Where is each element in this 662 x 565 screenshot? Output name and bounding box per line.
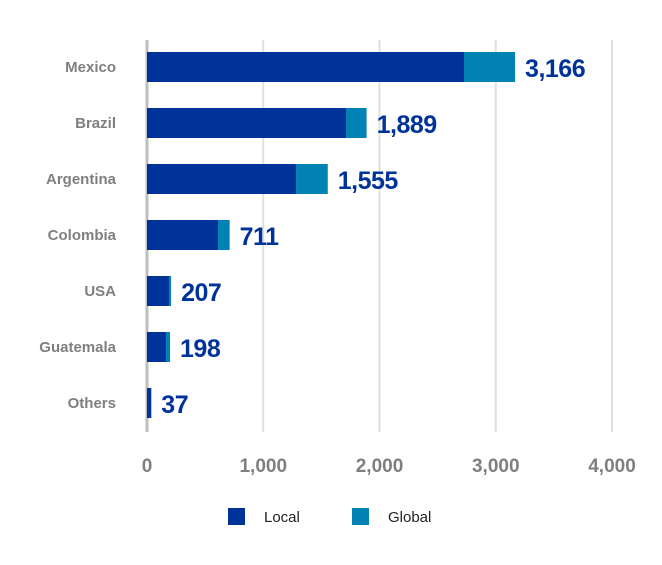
category-label: Guatemala: [39, 339, 116, 356]
total-label: 37: [161, 391, 188, 419]
total-label: 198: [180, 335, 221, 363]
legend-label: Local: [264, 509, 300, 526]
category-label: Others: [68, 395, 116, 412]
category-label: Brazil: [75, 115, 116, 132]
bar-segment-local: [147, 220, 219, 250]
bar-segment-local: [147, 164, 297, 194]
x-tick-label: 0: [142, 456, 153, 477]
category-label: USA: [84, 283, 116, 300]
x-tick-label: 4,000: [588, 456, 636, 477]
total-label: 3,166: [525, 55, 585, 83]
bar-segment-global: [165, 332, 171, 362]
legend-label: Global: [388, 509, 431, 526]
bar-segment-global: [168, 276, 172, 306]
x-tick-label: 3,000: [472, 456, 520, 477]
bar-segment-local: [147, 332, 166, 362]
bar-segment-local: [147, 52, 465, 82]
category-label: Mexico: [65, 59, 116, 76]
total-label: 1,889: [377, 111, 437, 139]
bar-segment-global: [296, 164, 328, 194]
category-label: Colombia: [48, 227, 117, 244]
bar-segment-global: [218, 220, 230, 250]
bar-segment-global: [464, 52, 516, 82]
total-label: 207: [181, 279, 221, 307]
category-label: Argentina: [46, 171, 117, 188]
x-tick-label: 2,000: [356, 456, 404, 477]
total-label: 711: [240, 223, 279, 251]
bar-segment-local: [147, 108, 347, 138]
bar-segment-local: [147, 276, 169, 306]
bar-segment-local: [147, 388, 152, 418]
bar-segment-global: [346, 108, 367, 138]
total-label: 1,555: [338, 167, 399, 195]
legend-swatch-local: [228, 508, 245, 525]
legend-swatch-global: [352, 508, 369, 525]
x-tick-label: 1,000: [239, 456, 287, 477]
